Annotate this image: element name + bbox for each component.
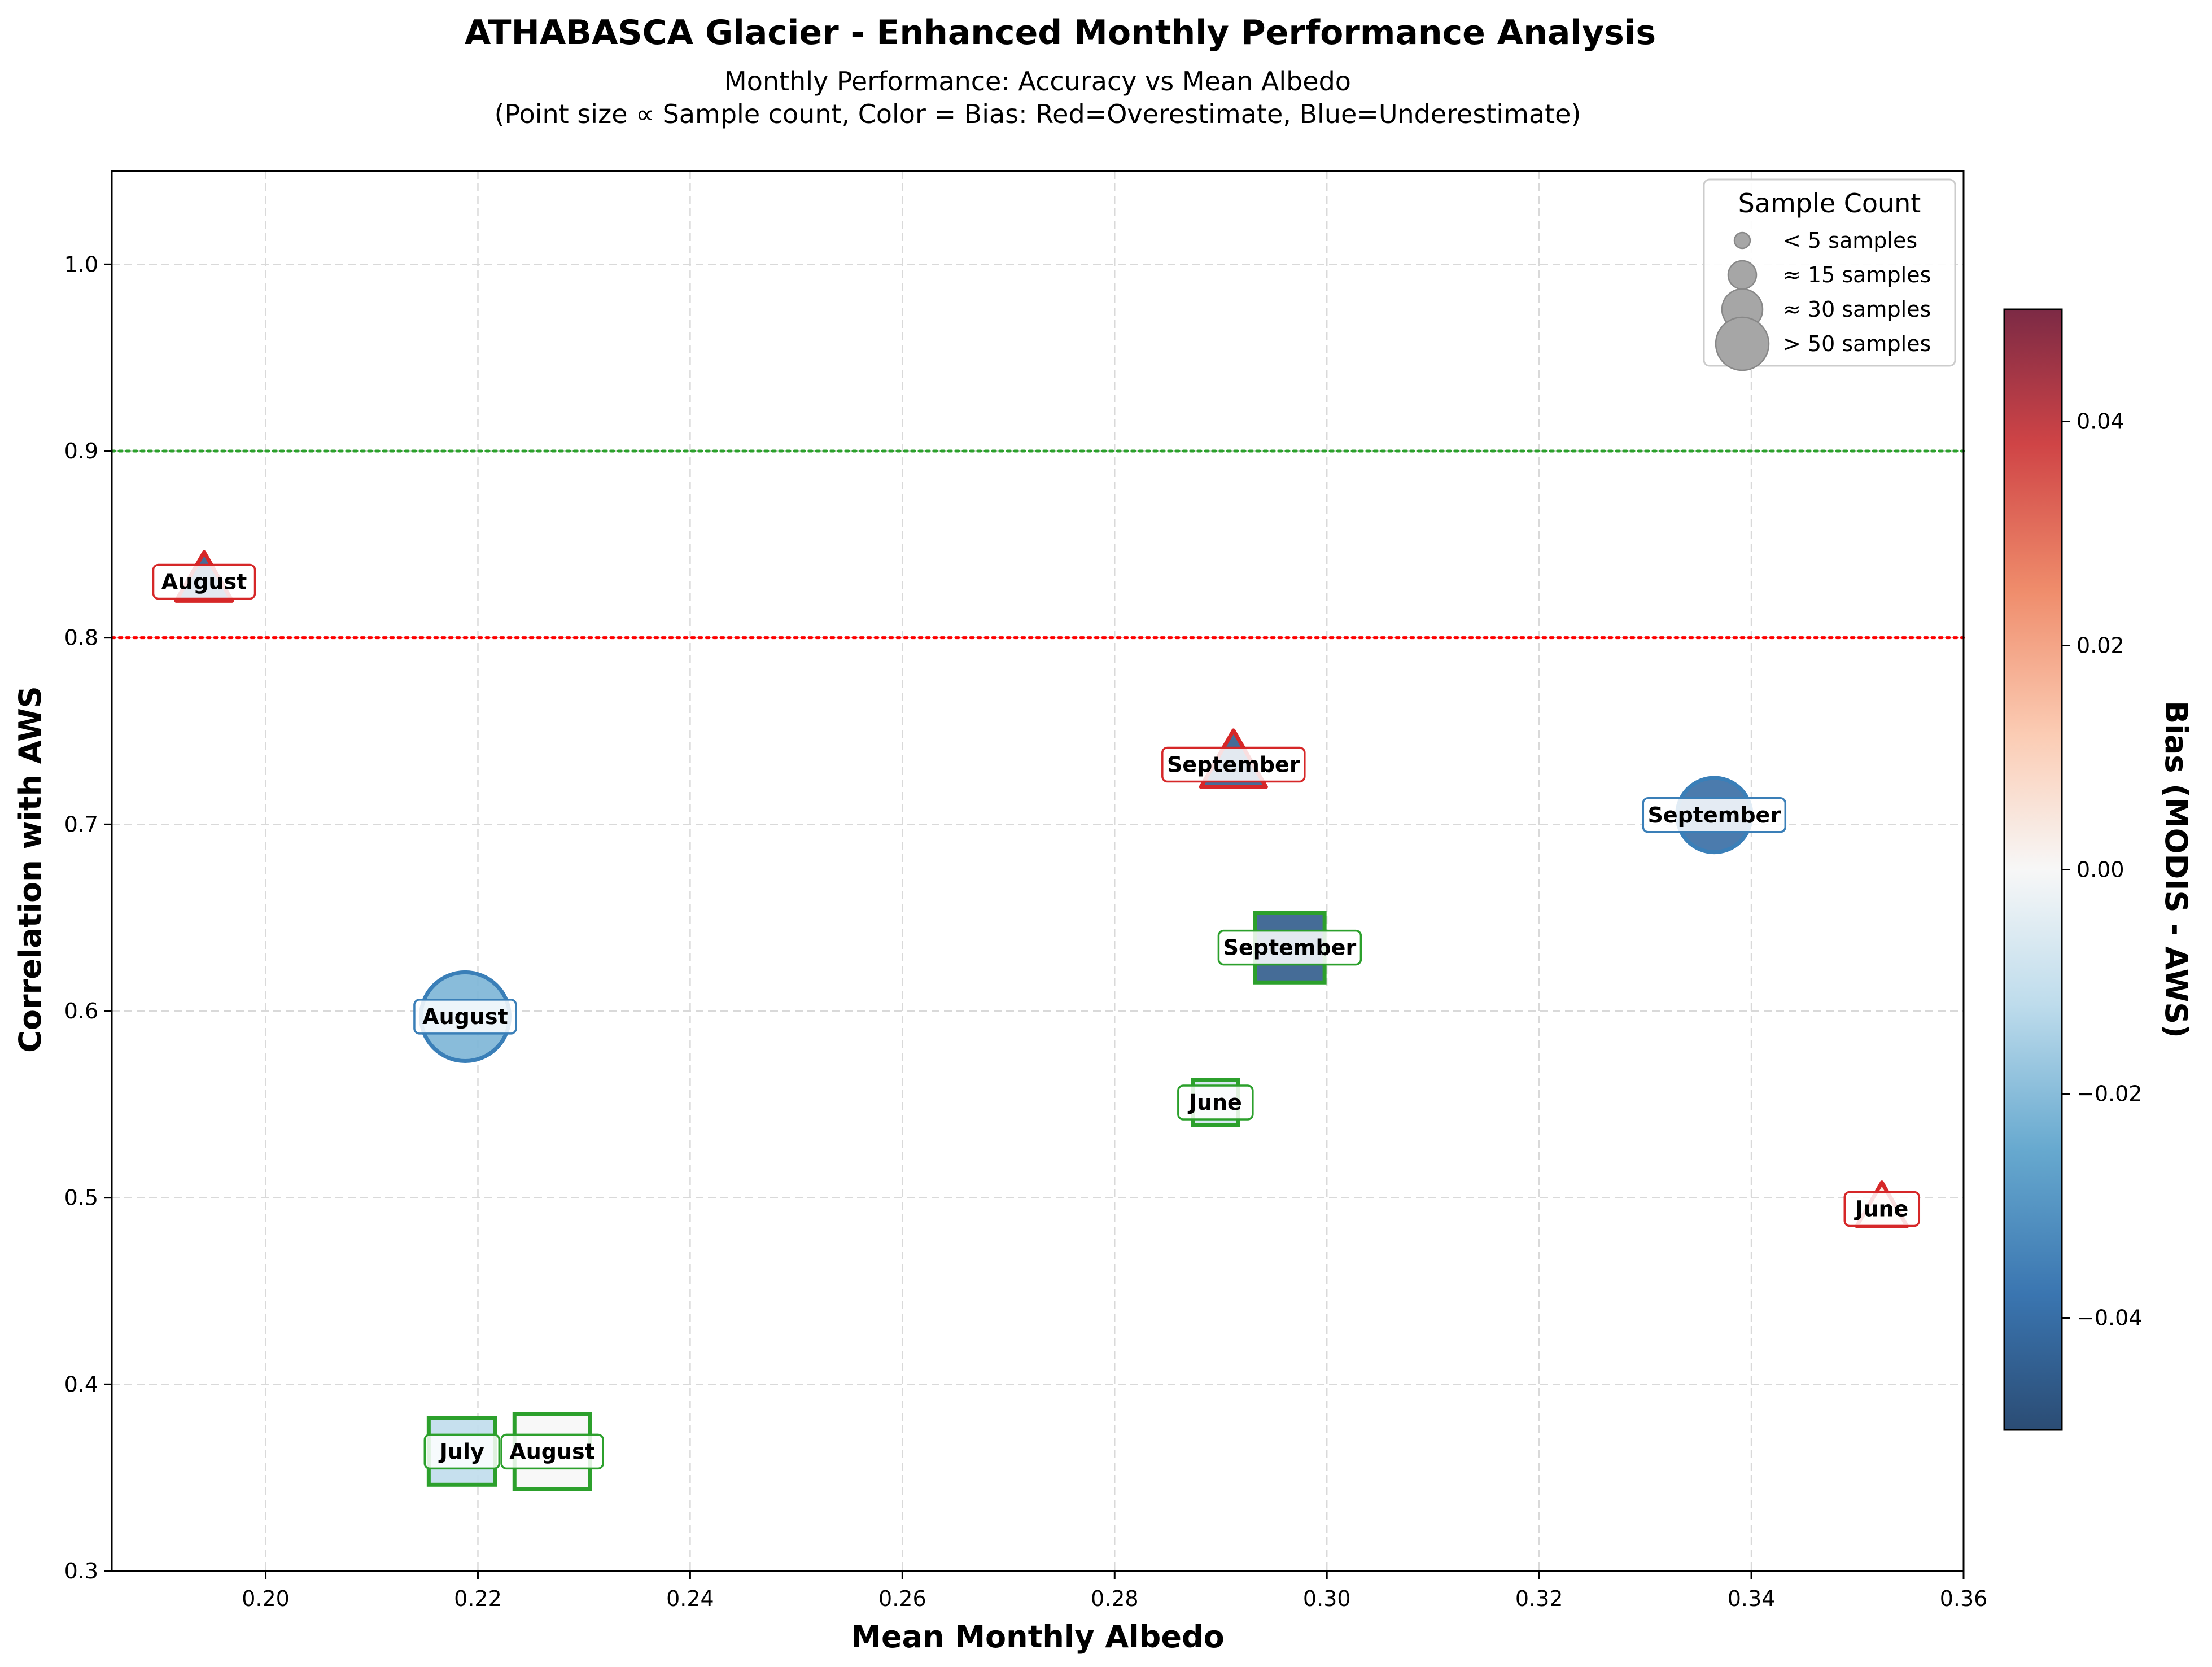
x-tick-label: 0.20 <box>242 1586 290 1611</box>
point-label: August <box>422 1004 508 1029</box>
colorbar: 0.04 0.02 0.00 −0.02 −0.04 <box>2003 308 2142 1431</box>
point-label-box <box>1843 1191 1921 1227</box>
chart-title: ATHABASCA Glacier - Enhanced Monthly Per… <box>465 13 1656 52</box>
colorbar-gradient <box>2003 308 2063 1431</box>
point-label-box <box>413 999 517 1035</box>
y-tick-label: 0.5 <box>64 1185 98 1210</box>
point-label: September <box>1167 752 1300 777</box>
y-tick-label: 0.3 <box>64 1559 98 1583</box>
y-tick-label: 0.9 <box>64 439 98 463</box>
legend-item-label: ≈ 15 samples <box>1783 262 1931 287</box>
plot-area: August September June September August Septem… <box>64 170 1988 1611</box>
colorbar-label: Bias (MODIS - AWS) <box>2158 701 2194 1038</box>
plot-background <box>112 171 1964 1571</box>
plot-frame <box>111 170 1965 1572</box>
point-label-box <box>1177 1084 1254 1121</box>
y-tick-label: 0.7 <box>64 812 98 837</box>
legend-marker <box>1727 260 1758 290</box>
point-label: September <box>1647 803 1781 828</box>
legend-title: Sample Count <box>1738 188 1921 218</box>
point-label: September <box>1223 935 1357 960</box>
point-label-box <box>423 1433 501 1470</box>
point-label-box <box>152 563 256 600</box>
legend-marker <box>1733 231 1751 250</box>
y-axis-label: Correlation with AWS <box>12 686 48 1053</box>
chart-subtitle-line-1: Monthly Performance: Accuracy vs Mean Al… <box>724 66 1351 97</box>
x-tick-label: 0.28 <box>1091 1586 1139 1611</box>
point-label-box <box>500 1433 604 1470</box>
x-tick-label: 0.30 <box>1303 1586 1351 1611</box>
x-tick-label: 0.36 <box>1940 1586 1988 1611</box>
y-tick-label: 1.0 <box>64 252 98 277</box>
point-label: June <box>1187 1090 1242 1115</box>
legend-box <box>1703 178 1956 367</box>
point-label-box <box>1642 797 1787 833</box>
point-label-box <box>1161 746 1306 783</box>
colorbar-tick-label: −0.02 <box>2077 1082 2142 1106</box>
x-tick-label: 0.22 <box>454 1586 502 1611</box>
colorbar-tick-label: 0.02 <box>2077 633 2124 658</box>
y-tick-label: 0.4 <box>64 1372 98 1397</box>
x-tick-label: 0.24 <box>666 1586 714 1611</box>
colorbar-tick-label: −0.04 <box>2077 1306 2142 1331</box>
x-axis-label: Mean Monthly Albedo <box>851 1619 1224 1655</box>
point-label: June <box>1853 1197 1908 1222</box>
point-label: August <box>509 1439 595 1464</box>
legend-item-label: < 5 samples <box>1783 228 1917 253</box>
y-tick-label: 0.8 <box>64 625 98 650</box>
point-label-box <box>1217 929 1362 966</box>
x-tick-label: 0.34 <box>1728 1586 1776 1611</box>
x-tick-label: 0.32 <box>1515 1586 1563 1611</box>
legend-item-label: ≈ 30 samples <box>1783 297 1931 322</box>
point-label: July <box>438 1439 484 1464</box>
colorbar-tick-label: 0.00 <box>2077 857 2124 882</box>
x-tick-label: 0.26 <box>878 1586 926 1611</box>
legend-marker <box>1715 316 1770 371</box>
colorbar-tick-label: 0.04 <box>2077 409 2124 434</box>
y-tick-label: 0.6 <box>64 999 98 1023</box>
chart-subtitle-line-2: (Point size ∝ Sample count, Color = Bias… <box>495 99 1581 129</box>
legend-item-label: > 50 samples <box>1783 331 1931 356</box>
point-label: August <box>161 569 247 594</box>
